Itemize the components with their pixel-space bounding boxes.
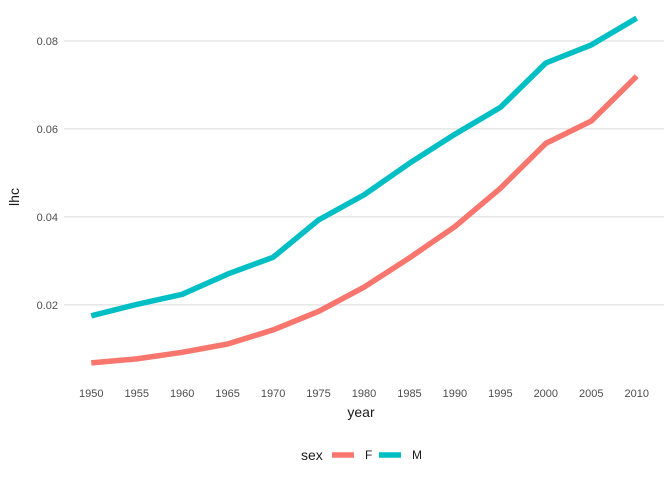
y-tick-label: 0.06 xyxy=(37,124,58,136)
x-tick-label: 1990 xyxy=(443,388,467,400)
x-tick-label: 2000 xyxy=(534,388,558,400)
x-axis-title: year xyxy=(347,404,375,420)
x-tick-label: 1970 xyxy=(261,388,285,400)
legend-title: sex xyxy=(301,447,323,463)
legend-label-f: F xyxy=(365,448,372,462)
x-tick-label: 1975 xyxy=(306,388,330,400)
series-line-f xyxy=(91,74,639,366)
series-lines xyxy=(90,15,639,366)
y-tick-label: 0.04 xyxy=(37,212,58,224)
series-line-m xyxy=(90,15,639,319)
legend-label-m: M xyxy=(412,448,422,462)
x-tick-label: 2010 xyxy=(624,388,648,400)
x-tick-label: 1980 xyxy=(352,388,376,400)
x-tick-label: 1950 xyxy=(79,388,103,400)
gridlines xyxy=(64,40,664,306)
y-tick-label: 0.02 xyxy=(37,300,58,312)
x-tick-label: 2005 xyxy=(579,388,603,400)
x-tick-label: 1965 xyxy=(215,388,239,400)
x-tick-label: 1955 xyxy=(124,388,148,400)
x-axis-tick-labels: 1950 1955 1960 1965 1970 1975 1980 1985 1990 1995… xyxy=(79,388,649,400)
y-tick-label: 0.08 xyxy=(37,36,58,48)
y-axis-title: lhc xyxy=(6,188,22,206)
x-tick-label: 1985 xyxy=(397,388,421,400)
x-tick-label: 1995 xyxy=(488,388,512,400)
legend: sex F M xyxy=(301,447,422,463)
y-axis-tick-labels: 0.02 0.04 0.06 0.08 xyxy=(37,36,58,312)
x-tick-label: 1960 xyxy=(170,388,194,400)
